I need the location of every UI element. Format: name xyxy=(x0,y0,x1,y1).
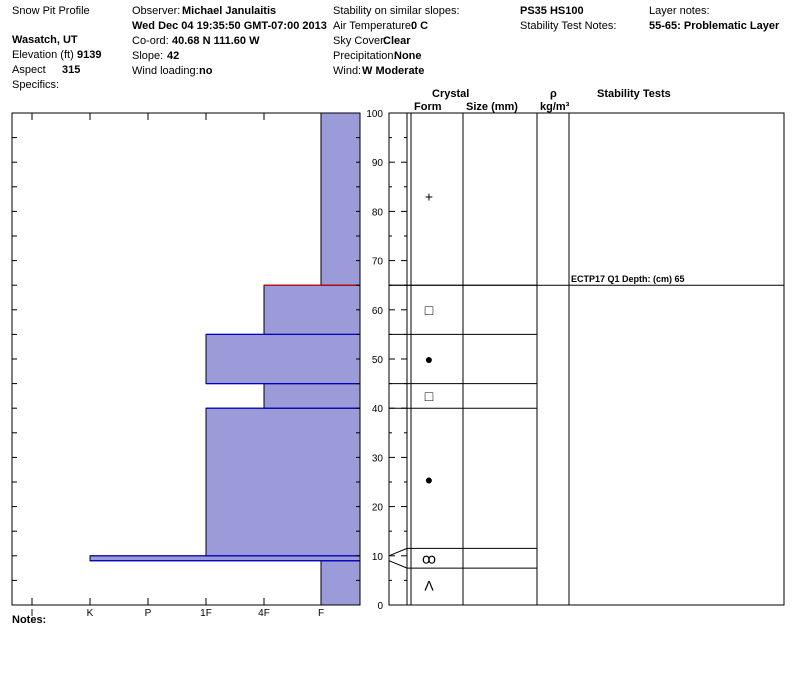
sky-cover-label: Sky Cover: xyxy=(333,35,387,47)
pit-code: PS35 HS100 xyxy=(520,5,584,17)
wind-value: W Moderate xyxy=(362,65,425,77)
wind-label: Wind: xyxy=(333,65,362,77)
specifics-label: Specifics: xyxy=(12,79,60,91)
size-header: Size (mm) xyxy=(466,101,518,113)
height-tick-label-20: 20 xyxy=(372,503,384,514)
height-tick-label-70: 70 xyxy=(372,257,384,268)
air-temp-label: Air Temperature: xyxy=(333,20,415,32)
coord-value: 40.68 N 111.60 W xyxy=(172,35,260,47)
rho-header: ρ xyxy=(550,88,557,100)
form-header: Form xyxy=(414,101,442,113)
coord-label: Co-ord: xyxy=(132,35,169,47)
hardness-tick-label-F: F xyxy=(318,608,324,619)
crystal-form-symbol-1: □ xyxy=(425,302,434,318)
crystal-form-symbol-3: □ xyxy=(425,388,434,404)
stability-label: Stability on similar slopes: xyxy=(333,5,460,17)
hardness-bar-1 xyxy=(89,555,361,562)
hardness-tick-label-P: P xyxy=(145,608,152,619)
grain-connector-upper xyxy=(388,547,411,557)
crystal-form-symbol-2: ● xyxy=(425,351,433,367)
precipitation-label: Precipitation: xyxy=(333,50,397,62)
height-tick-label-40: 40 xyxy=(372,404,384,415)
aspect-value: 315 xyxy=(62,64,81,76)
hardness-bar-0 xyxy=(320,560,361,606)
layer-notes-value: 55-65: Problematic Layer xyxy=(649,20,780,32)
aspect-label: Aspect xyxy=(12,64,46,76)
precipitation-value: None xyxy=(394,50,422,62)
height-tick-label-60: 60 xyxy=(372,306,384,317)
hardness-bar-2 xyxy=(205,407,361,557)
observation-datetime: Wed Dec 04 19:35:50 GMT-07:00 2013 xyxy=(132,20,327,32)
slope-value: 42 xyxy=(167,50,180,62)
height-tick-label-10: 10 xyxy=(372,552,384,563)
grain-connector-lower xyxy=(388,560,411,569)
wind-loading-value: no xyxy=(199,65,213,77)
sky-cover-value: Clear xyxy=(383,35,411,47)
height-tick-label-80: 80 xyxy=(372,207,384,218)
observer-value: Michael Janulaitis xyxy=(182,5,277,17)
notes-label: Notes: xyxy=(12,614,47,626)
hardness-bar-6 xyxy=(320,112,361,286)
hardness-bar-4 xyxy=(205,333,361,385)
hardness-tick-label-4F: 4F xyxy=(258,608,270,619)
stability-test-label-0: ECTP17 Q1 Depth: (cm) 65 xyxy=(571,274,685,284)
stability-test-notes-label: Stability Test Notes: xyxy=(520,20,617,32)
height-tick-label-30: 30 xyxy=(372,453,384,464)
stability-tests-header: Stability Tests xyxy=(597,88,671,100)
location: Wasatch, UT xyxy=(12,34,78,46)
hardness-tick-label-K: K xyxy=(87,608,94,619)
layer-table-frame xyxy=(388,112,785,606)
height-tick-label-50: 50 xyxy=(372,355,384,366)
density-unit-header: kg/m³ xyxy=(540,101,570,113)
crystal-form-symbol-0: + xyxy=(425,189,433,205)
chart-title: Snow Pit Profile xyxy=(12,5,90,17)
crystal-header: Crystal xyxy=(432,88,470,100)
hardness-tick-label-1F: 1F xyxy=(200,608,212,619)
hardness-bar-3 xyxy=(263,383,361,409)
slope-label: Slope: xyxy=(132,50,164,62)
height-tick-label-90: 90 xyxy=(372,158,384,169)
crystal-form-symbol-5: ꝏ xyxy=(422,550,436,566)
elevation-value: 9139 xyxy=(77,49,102,61)
height-tick-label-100: 100 xyxy=(366,109,383,120)
height-tick-label-0: 0 xyxy=(377,601,383,612)
air-temp-value: 0 C xyxy=(411,20,429,32)
layer-notes-label: Layer notes: xyxy=(649,5,710,17)
observer-label: Observer: xyxy=(132,5,181,17)
crystal-form-symbol-6: Λ xyxy=(424,577,434,593)
wind-loading-label: Wind loading: xyxy=(132,65,199,77)
hardness-bar-5 xyxy=(263,284,361,335)
elevation-label: Elevation (ft) xyxy=(12,49,74,61)
crystal-form-symbol-4: ● xyxy=(425,472,433,488)
hardness-tick-label-I: I xyxy=(31,608,34,619)
